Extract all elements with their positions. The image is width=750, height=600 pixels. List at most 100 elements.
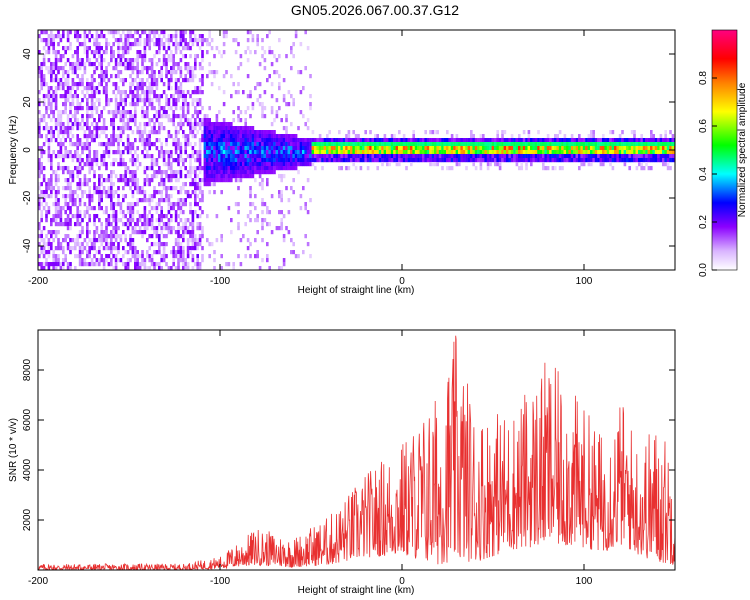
spectrogram-cell [177, 158, 180, 163]
spectrogram-cell [42, 58, 46, 63]
spectrogram-cell [273, 130, 276, 135]
spectrogram-cell [311, 142, 315, 147]
spectrogram-cell [222, 142, 226, 147]
spectrogram-cell [95, 122, 99, 127]
spectrogram-cell [222, 118, 226, 123]
spectrogram-cell [146, 218, 149, 223]
spectrogram-cell [165, 162, 168, 167]
spectrogram-cell [117, 42, 120, 47]
spectrogram-cell [42, 194, 46, 199]
spectrogram-cell [57, 34, 60, 39]
spectrogram-cell [287, 134, 291, 139]
spectrogram-cell [244, 110, 247, 115]
spectrogram-cell [299, 194, 303, 199]
spectrogram-cell [134, 226, 137, 231]
spectrogram-cell [194, 242, 197, 247]
spectrogram-cell [201, 254, 204, 259]
spectrogram-cell [213, 250, 216, 255]
spectrogram-cell [354, 158, 358, 163]
spectrogram-cell [592, 142, 595, 147]
spectrogram-cell [496, 154, 499, 159]
spectrogram-cell [100, 258, 103, 263]
spectrogram-cell [563, 142, 567, 147]
spectrogram-cell [95, 262, 99, 267]
spectrogram-cell [256, 170, 259, 175]
spectrogram-cell [616, 158, 619, 163]
spectrogram-cell [578, 150, 581, 155]
spectrogram-cell [74, 154, 77, 159]
spectrogram-cell [198, 138, 202, 143]
spectrogram-cell [165, 110, 168, 115]
spectrogram-cell [174, 70, 178, 75]
spectrogram-cell [174, 138, 178, 143]
spectrogram-cell [126, 34, 130, 39]
spectrogram-cell [218, 162, 221, 167]
top-y-tick-label: -40 [22, 238, 33, 253]
spectrogram-cell [194, 142, 197, 147]
spectrogram-cell [66, 58, 70, 63]
spectrogram-cell [66, 46, 70, 51]
spectrogram-cell [122, 210, 125, 215]
spectrogram-cell [654, 150, 658, 155]
spectrogram-cell [503, 150, 507, 155]
spectrogram-cell [282, 234, 286, 239]
spectrogram-cell [155, 94, 159, 99]
spectrogram-cell [638, 158, 641, 163]
spectrogram-cell [450, 158, 454, 163]
spectrogram-cell [618, 134, 622, 139]
spectrogram-cell [40, 230, 43, 235]
spectrogram-cell [138, 226, 142, 231]
spectrogram-cell [102, 210, 106, 215]
spectrogram-cell [371, 150, 375, 155]
spectrogram-cell [458, 138, 461, 143]
spectrogram-cell [38, 206, 41, 211]
spectrogram-cell [134, 150, 137, 155]
spectrogram-cell [364, 142, 367, 147]
spectrogram-cell [76, 242, 79, 247]
spectrogram-cell [330, 138, 334, 143]
spectrogram-cell [105, 94, 108, 99]
spectrogram-cell [460, 154, 463, 159]
spectrogram-cell [105, 86, 108, 91]
spectrogram-cell [146, 226, 149, 231]
spectrogram-cell [114, 214, 118, 219]
spectrogram-cell [57, 82, 60, 87]
spectrogram-cell [138, 86, 142, 91]
spectrogram-cell [45, 110, 48, 115]
spectrogram-cell [78, 138, 82, 143]
spectrogram-cell [201, 90, 204, 95]
spectrogram-cell [249, 186, 252, 191]
spectrogram-cell [268, 150, 271, 155]
spectrogram-cell [194, 110, 197, 115]
spectrogram-cell [376, 150, 379, 155]
spectrogram-cell [52, 34, 55, 39]
spectrogram-cell [150, 258, 154, 263]
spectrogram-cell [54, 54, 58, 59]
spectrogram-cell [62, 142, 65, 147]
spectrogram-cell [239, 150, 243, 155]
spectrogram-cell [230, 154, 233, 159]
spectrogram-cell [114, 222, 118, 227]
spectrogram-cell [107, 242, 111, 247]
spectrogram-cell [210, 134, 214, 139]
spectrogram-cell [102, 158, 106, 163]
spectrogram-cell [412, 146, 415, 151]
spectrogram-cell [561, 142, 564, 147]
spectrogram-cell [196, 258, 199, 263]
spectrogram-cell [66, 30, 70, 35]
spectrogram-cell [568, 138, 571, 143]
spectrogram-cell [263, 142, 267, 147]
spectrogram-cell [52, 170, 55, 175]
spectrogram-cell [249, 162, 252, 167]
spectrogram-cell [88, 154, 91, 159]
spectrogram-cell [258, 266, 262, 270]
spectrogram-cell [110, 238, 113, 243]
spectrogram-cell [191, 242, 195, 247]
spectrogram-cell [117, 258, 120, 263]
spectrogram-cell [179, 190, 183, 195]
spectrogram-cell [153, 190, 156, 195]
spectrogram-cell [138, 94, 142, 99]
spectrogram-cell [54, 66, 58, 71]
spectrogram-cell [105, 66, 108, 71]
spectrogram-cell [299, 146, 303, 151]
